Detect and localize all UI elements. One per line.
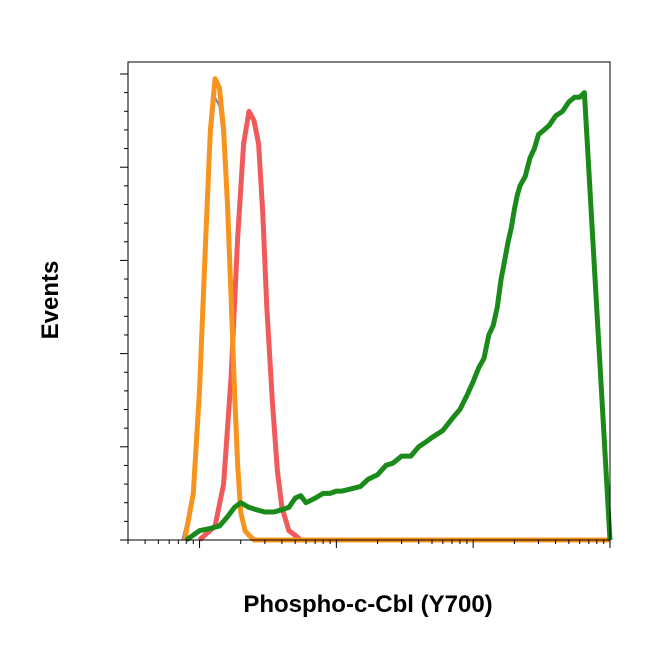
series-line-3 (182, 76, 610, 543)
y-axis-label: Events (37, 261, 64, 340)
series-line-1 (181, 96, 610, 541)
plot-frame (127, 61, 611, 541)
series-layer (181, 76, 613, 543)
series-line-2 (197, 108, 610, 543)
x-axis-label: Phospho-c-Cbl (Y700) (243, 591, 492, 618)
series-line-4 (184, 90, 613, 543)
x-axis-ticks (127, 540, 611, 548)
y-axis-ticks (120, 73, 128, 541)
